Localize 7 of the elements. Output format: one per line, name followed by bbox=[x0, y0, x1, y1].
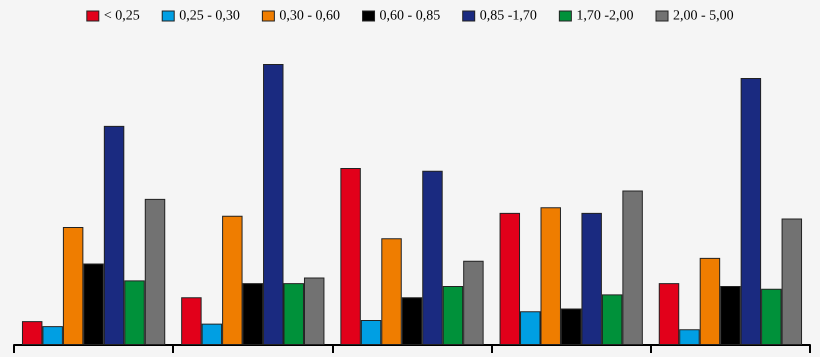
legend-label: 0,25 - 0,30 bbox=[179, 8, 240, 24]
legend-label: 2,00 - 5,00 bbox=[673, 8, 734, 24]
legend-label: 0,85 -1,70 bbox=[480, 8, 537, 24]
legend-label: 0,60 - 0,85 bbox=[380, 8, 440, 24]
legend-label: < 0,25 bbox=[104, 8, 140, 24]
legend-label: 1,70 -2,00 bbox=[576, 8, 634, 24]
legend-label: 0,30 - 0,60 bbox=[279, 8, 340, 24]
